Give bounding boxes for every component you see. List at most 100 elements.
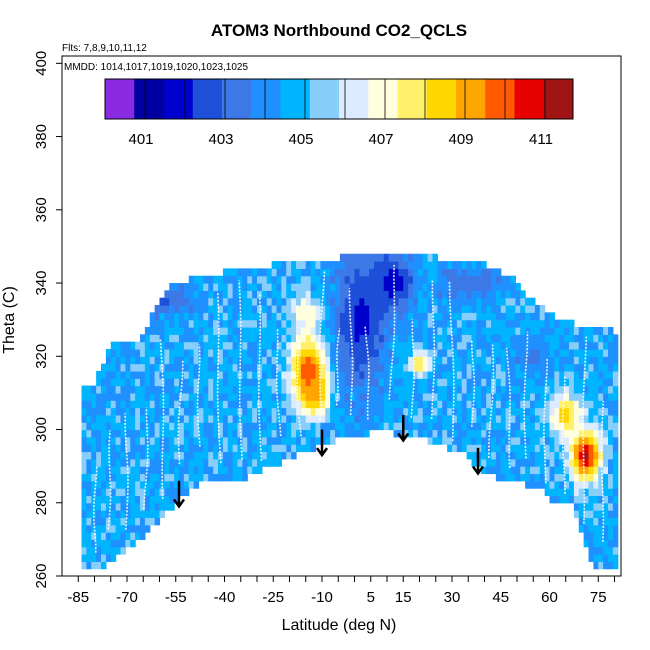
heatmap-cell <box>413 326 419 335</box>
heatmap-cell <box>476 422 482 431</box>
heatmap-cell <box>383 348 390 357</box>
heatmap-cell <box>505 444 512 453</box>
heatmap-cell <box>320 305 326 313</box>
heatmap-cell <box>310 348 317 357</box>
heatmap-cell <box>101 480 107 489</box>
heatmap-cell <box>266 458 273 467</box>
heatmap-cell <box>169 458 175 467</box>
heatmap-cell <box>422 268 429 277</box>
heatmap-cell <box>183 378 190 387</box>
heatmap-cell <box>393 378 399 387</box>
heatmap-cell <box>539 385 546 394</box>
heatmap-cell <box>588 356 594 365</box>
heatmap-cell <box>174 488 180 497</box>
heatmap-cell <box>442 326 448 335</box>
heatmap-cell <box>218 341 224 350</box>
heatmap-cell <box>344 283 351 291</box>
heatmap-cell <box>271 414 278 423</box>
heatmap-cell <box>105 510 112 518</box>
heatmap-cell <box>466 400 473 409</box>
heatmap-cell <box>149 312 156 321</box>
heatmap-cell <box>505 400 512 409</box>
heatmap-cell <box>120 480 126 489</box>
heatmap-cell <box>354 363 360 372</box>
heatmap-cell <box>227 348 234 357</box>
heatmap-cell <box>149 488 156 497</box>
heatmap-cell <box>583 363 590 372</box>
heatmap-cell <box>534 356 541 365</box>
heatmap-cell <box>193 407 200 416</box>
heatmap-cell <box>252 436 258 445</box>
heatmap-cell <box>174 283 180 291</box>
heatmap-cell <box>276 334 282 343</box>
heatmap-cell <box>452 341 458 350</box>
heatmap-cell <box>300 326 307 335</box>
heatmap-cell <box>281 407 287 416</box>
heatmap-cell <box>559 370 565 379</box>
heatmap-cell <box>339 378 346 387</box>
heatmap-cell <box>495 414 502 423</box>
heatmap-cell <box>378 326 385 335</box>
heatmap-cell <box>242 378 248 387</box>
heatmap-cell <box>393 261 399 269</box>
flight-track <box>143 407 149 510</box>
heatmap-cell <box>588 436 594 445</box>
heatmap-cell <box>183 400 190 409</box>
heatmap-cell <box>369 400 375 409</box>
heatmap-cell <box>105 348 112 357</box>
heatmap-cell <box>96 451 102 460</box>
heatmap-cell <box>354 392 360 401</box>
heatmap-cell <box>539 319 546 328</box>
heatmap-cell <box>456 370 463 379</box>
heatmap-cell <box>300 297 307 306</box>
colorbar-swatch <box>163 79 194 119</box>
heatmap-cell <box>276 422 282 431</box>
heatmap-cell <box>291 348 297 357</box>
heatmap-cell <box>193 370 200 379</box>
heatmap-cell <box>466 312 473 321</box>
heatmap-cell <box>456 348 463 357</box>
heatmap-cell <box>115 466 122 475</box>
heatmap-cell <box>369 385 375 394</box>
heatmap-cell <box>174 319 180 328</box>
heatmap-cell <box>417 429 424 438</box>
heatmap-cell <box>378 392 385 401</box>
heatmap-cell <box>110 385 117 394</box>
heatmap-cell <box>510 370 516 379</box>
heatmap-cell <box>164 385 170 394</box>
heatmap-cell <box>588 532 594 540</box>
heatmap-cell <box>456 341 463 350</box>
heatmap-cell <box>86 532 92 540</box>
heatmap-cell <box>573 436 580 445</box>
heatmap-cell <box>115 495 122 504</box>
heatmap-cell <box>164 502 170 511</box>
heatmap-cell <box>349 283 356 291</box>
heatmap-cell <box>520 451 526 460</box>
heatmap-cell <box>354 319 360 328</box>
heatmap-cell <box>125 488 131 497</box>
heatmap-cell <box>573 473 580 482</box>
heatmap-cell <box>174 436 180 445</box>
heatmap-cell <box>188 283 195 291</box>
heatmap-cell <box>534 370 541 379</box>
heatmap-cell <box>296 261 302 269</box>
heatmap-cell <box>452 400 458 409</box>
heatmap-cell <box>432 429 438 438</box>
heatmap-cell <box>608 392 614 401</box>
heatmap-cell <box>417 414 424 423</box>
heatmap-cell <box>271 268 278 277</box>
heatmap-cell <box>369 356 375 365</box>
heatmap-cell <box>86 554 92 562</box>
heatmap-cell <box>281 422 287 431</box>
heatmap-cell <box>432 334 438 343</box>
heatmap-cell <box>159 400 165 409</box>
heatmap-cell <box>115 458 122 467</box>
heatmap-cell <box>325 392 331 401</box>
heatmap-cell <box>530 326 536 335</box>
heatmap-cell <box>266 407 273 416</box>
heatmap-cell <box>135 444 141 453</box>
heatmap-cell <box>486 422 492 431</box>
heatmap-cell <box>105 495 112 504</box>
heatmap-cell <box>378 297 385 306</box>
heatmap-cell <box>183 385 190 394</box>
